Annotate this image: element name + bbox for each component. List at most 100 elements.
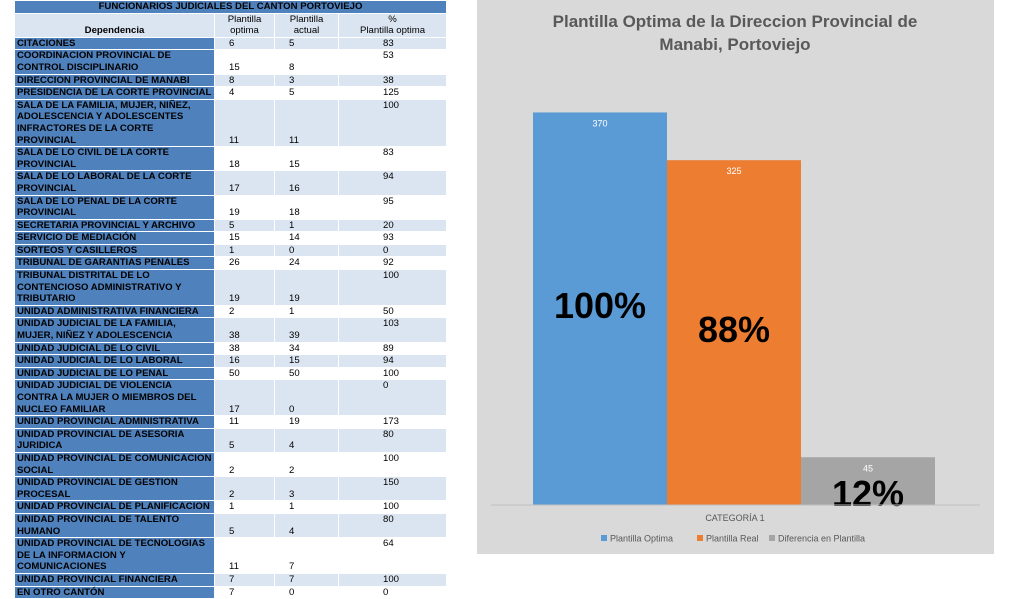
dependencia-cell: UNIDAD JUDICIAL DE LO CIVIL [14, 341, 215, 356]
table-row: TRIBUNAL DE GARANTIAS PENALES 26 24 92 [14, 256, 447, 271]
table-row: UNIDAD JUDICIAL DE VIOLENCIA CONTRA LA M… [14, 379, 447, 417]
plantilla-optima-cell: 7 [214, 572, 275, 587]
plantilla-actual-cell: 11 [274, 98, 339, 148]
plantilla-actual-cell: 18 [274, 194, 339, 220]
dependencia-cell: SERVICIO DE MEDIACIÓN [14, 231, 215, 245]
percent-cell: 53 [338, 49, 447, 75]
percent-cell: 0 [338, 379, 447, 417]
legend-label: Plantilla Real [706, 534, 759, 544]
plantilla-optima-cell: 4 [214, 86, 275, 100]
table-row: DIRECCION PROVINCIAL DE MANABI 8 3 38 [14, 73, 447, 88]
plantilla-actual-cell: 5 [274, 36, 339, 51]
table-row: UNIDAD JUDICIAL DE LO PENAL 50 50 100 [14, 366, 447, 381]
dependencia-cell: COORDINACION PROVINCIAL DE CONTROL DISCI… [14, 49, 215, 75]
header-plantilla-actual-line1: Plantilla [289, 13, 324, 25]
percent-cell: 38 [338, 73, 447, 88]
percent-cell: 80 [338, 427, 447, 453]
percent-cell: 83 [338, 146, 447, 172]
plantilla-optima-cell: 2 [214, 451, 275, 478]
dependencia-cell: UNIDAD JUDICIAL DE LO LABORAL [14, 354, 215, 368]
plantilla-optima-cell: 19 [214, 194, 275, 220]
table-body: CITACIONES 6 5 83 COORDINACION PROVINCIAL DE… [14, 36, 447, 599]
plantilla-actual-cell: 19 [274, 269, 339, 306]
plantilla-actual-cell: 50 [274, 366, 339, 381]
plantilla-optima-cell: 2 [214, 476, 275, 502]
bar-value-label: 370 [592, 118, 607, 128]
plantilla-optima-cell: 19 [214, 269, 275, 306]
dependencia-cell: TRIBUNAL DISTRITAL DE LO CONTENCIOSO ADM… [14, 269, 215, 306]
dependencia-cell: UNIDAD JUDICIAL DE VIOLENCIA CONTRA LA M… [14, 379, 215, 417]
percent-cell: 100 [338, 500, 447, 514]
legend-swatch [769, 535, 775, 541]
plantilla-optima-cell: 16 [214, 354, 275, 368]
bar-value-label: 45 [863, 463, 873, 473]
dependencia-cell: UNIDAD ADMINISTRATIVA FINANCIERA [14, 304, 215, 319]
chart-title-line-2: Manabi, Portoviejo [659, 35, 810, 54]
staff-table-container: FUNCIONARIOS JUDICIALES DEL CANTON PORTO… [14, 0, 447, 599]
plantilla-optima-cell: 18 [214, 146, 275, 172]
table-row: TRIBUNAL DISTRITAL DE LO CONTENCIOSO ADM… [14, 269, 447, 306]
dependencia-cell: CITACIONES [14, 36, 215, 51]
dependencia-cell: UNIDAD JUDICIAL DE LA FAMILIA, MUJER, NI… [14, 317, 215, 343]
dependencia-cell: UNIDAD PROVINCIAL ADMINISTRATIVA [14, 415, 215, 429]
table-row: SALA DE LA FAMILIA, MUJER, NIÑEZ, ADOLES… [14, 98, 447, 148]
plantilla-actual-cell: 8 [274, 49, 339, 75]
table-row: UNIDAD PROVINCIAL DE TECNOLOGIAS DE LA I… [14, 537, 447, 574]
legend-swatch [601, 535, 607, 541]
percent-cell: 100 [338, 451, 447, 478]
legend-swatch [697, 535, 703, 541]
dependencia-cell: PRESIDENCIA DE LA CORTE PROVINCIAL [14, 86, 215, 100]
plantilla-optima-cell: 5 [214, 512, 275, 539]
header-plantilla-optima-line2: optima [230, 25, 259, 37]
header-percent-line2: Plantilla optima [359, 25, 426, 37]
plantilla-actual-cell: 4 [274, 427, 339, 453]
header-percent: % Plantilla optima [338, 12, 447, 38]
dependencia-cell: DIRECCION PROVINCIAL DE MANABI [14, 73, 215, 88]
plantilla-optima-cell: 6 [214, 36, 275, 51]
plantilla-optima-cell: 11 [214, 98, 275, 148]
plantilla-actual-cell: 15 [274, 354, 339, 368]
percent-cell: 100 [338, 572, 447, 587]
plantilla-actual-cell: 7 [274, 572, 339, 587]
plantilla-actual-cell: 19 [274, 415, 339, 429]
percent-cell: 173 [338, 415, 447, 429]
legend-label: Plantilla Optima [610, 534, 673, 544]
header-dependencia: Dependencia [14, 12, 215, 38]
plantilla-actual-cell: 0 [274, 379, 339, 417]
percent-cell: 100 [338, 269, 447, 306]
percent-cell: 0 [338, 243, 447, 258]
plantilla-actual-cell: 3 [274, 476, 339, 502]
bar-chart: Plantilla Optima de la Direccion Provinc… [491, 12, 980, 544]
bar-percent-label: 100% [554, 285, 646, 326]
chart-panel: Plantilla Optima de la Direccion Provinc… [477, 0, 994, 554]
table-row: SALA DE LO LABORAL DE LA CORTE PROVINCIA… [14, 170, 447, 196]
plantilla-optima-cell: 17 [214, 170, 275, 196]
plantilla-optima-cell: 15 [214, 231, 275, 245]
x-tick-label: CATEGORÍA 1 [705, 513, 764, 523]
plantilla-optima-cell: 11 [214, 537, 275, 574]
plantilla-optima-cell: 50 [214, 366, 275, 381]
plantilla-actual-cell: 1 [274, 500, 339, 514]
plantilla-actual-cell: 1 [274, 218, 339, 233]
header-plantilla-optima-line1: Plantilla [227, 13, 262, 25]
table-row: UNIDAD PROVINCIAL DE ASESORIA JURIDICA 5 4… [14, 427, 447, 453]
plantilla-optima-cell: 1 [214, 243, 275, 258]
plantilla-actual-cell: 4 [274, 512, 339, 539]
plantilla-actual-cell: 15 [274, 146, 339, 172]
plantilla-optima-cell: 5 [214, 427, 275, 453]
plantilla-optima-cell: 11 [214, 415, 275, 429]
bar-plantilla-optima [533, 112, 667, 505]
plantilla-optima-cell: 5 [214, 218, 275, 233]
table-row: UNIDAD PROVINCIAL DE PLANIFICACION 1 1 100 [14, 500, 447, 514]
plantilla-actual-cell: 3 [274, 73, 339, 88]
plantilla-optima-cell: 38 [214, 341, 275, 356]
table-row: SORTEOS Y CASILLEROS 1 0 0 [14, 243, 447, 258]
percent-cell: 92 [338, 256, 447, 271]
table-row: PRESIDENCIA DE LA CORTE PROVINCIAL 4 5 125 [14, 86, 447, 100]
plantilla-optima-cell: 2 [214, 304, 275, 319]
percent-cell: 83 [338, 36, 447, 51]
percent-cell: 50 [338, 304, 447, 319]
dependencia-cell: UNIDAD PROVINCIAL DE GESTION PROCESAL [14, 476, 215, 502]
percent-cell: 100 [338, 366, 447, 381]
dependencia-cell: UNIDAD PROVINCIAL DE TALENTO HUMANO [14, 512, 215, 539]
